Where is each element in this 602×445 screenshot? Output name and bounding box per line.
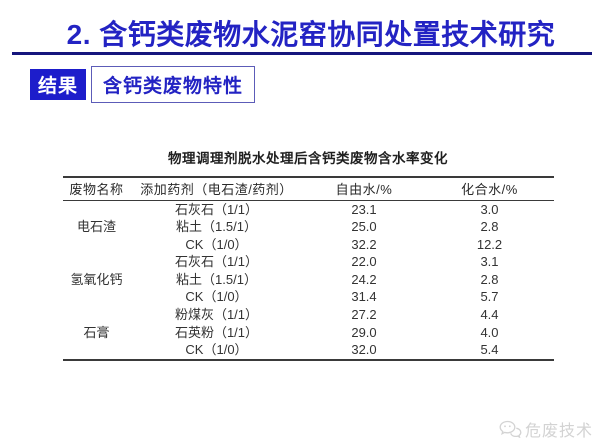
table-row: 氢氧化钙 石灰石（1/1） 22.0 3.1	[63, 253, 554, 287]
col-header-agent: 添加药剂（电石渣/药剂）	[130, 177, 303, 201]
table-row: 石英粉（1/1） 29.0 4.0	[63, 324, 554, 342]
bound-water-cell: 3.1	[480, 254, 499, 270]
free-water-cell: 32.0	[351, 342, 377, 358]
col-header-free-water: 自由水/%	[303, 177, 425, 201]
agent-cell: CK（1/0）	[185, 236, 248, 252]
slide-title: 2. 含钙类废物水泥窑协同处置技术研究	[66, 19, 556, 50]
watermark: 危废技术	[499, 417, 593, 441]
bound-water-cell: 3.0	[480, 201, 499, 217]
table-row: CK（1/0） 32.0 5.4	[63, 341, 554, 360]
bound-water-cell: 4.4	[480, 307, 499, 323]
free-water-cell: 29.0	[351, 324, 377, 340]
table-caption: 物理调理剂脱水处理后含钙类废物含水率变化	[168, 151, 448, 166]
table-row: 石膏 粉煤灰（1/1） 27.2 4.4	[63, 306, 554, 340]
bound-water-cell: 4.0	[480, 324, 499, 340]
free-water-cell: 31.4	[351, 289, 377, 305]
free-water-cell: 27.2	[351, 307, 377, 323]
free-water-cell: 25.0	[351, 219, 377, 235]
agent-cell: 粘土（1.5/1）	[176, 219, 257, 235]
agent-cell: CK（1/0）	[185, 342, 248, 358]
bound-water-cell: 12.2	[476, 236, 503, 252]
table-row: CK（1/0） 32.2 12.2	[63, 236, 554, 254]
watermark-text: 危废技术	[524, 423, 593, 440]
result-tag: 结果	[30, 69, 86, 100]
agent-cell: 石灰石（1/1）	[174, 201, 259, 217]
col-header-waste-name: 废物名称	[63, 177, 130, 201]
waste-name-cell: 氢氧化钙	[70, 271, 123, 287]
free-water-cell: 24.2	[351, 271, 377, 287]
bound-water-cell: 5.7	[480, 289, 499, 305]
wechat-icon	[499, 420, 522, 438]
agent-cell: 石灰石（1/1）	[174, 254, 259, 270]
bound-water-cell: 2.8	[480, 271, 499, 287]
table-header-row: 废物名称 添加药剂（电石渣/药剂） 自由水/% 化合水/%	[63, 177, 554, 201]
agent-cell: 粘土（1.5/1）	[176, 271, 257, 287]
table-row: 粘土（1.5/1） 24.2 2.8	[63, 271, 554, 289]
col-header-bound-water: 化合水/%	[425, 177, 554, 201]
agent-cell: 粉煤灰（1/1）	[174, 307, 259, 323]
agent-cell: 石英粉（1/1）	[174, 324, 259, 340]
free-water-cell: 23.1	[351, 201, 377, 217]
agent-cell: CK（1/0）	[185, 289, 248, 305]
free-water-cell: 32.2	[351, 236, 377, 252]
section-tag-row: 结果 含钙类废物特性	[30, 66, 256, 103]
bound-water-cell: 5.4	[480, 342, 499, 358]
bound-water-cell: 2.8	[480, 219, 499, 235]
table-row: 电石渣 石灰石（1/1） 23.1 3.0	[63, 200, 554, 235]
waste-name-cell: 石膏	[83, 324, 110, 340]
title-divider-line	[12, 52, 592, 55]
table-row: 粘土（1.5/1） 25.0 2.8	[63, 218, 554, 236]
waste-name-cell: 电石渣	[76, 219, 116, 235]
free-water-cell: 22.0	[351, 254, 377, 270]
water-content-table: 废物名称 添加药剂（电石渣/药剂） 自由水/% 化合水/% 电石渣 石灰石（1/…	[63, 176, 554, 361]
topic-box: 含钙类废物特性	[91, 66, 256, 103]
table-row: CK（1/0） 31.4 5.7	[63, 288, 554, 306]
